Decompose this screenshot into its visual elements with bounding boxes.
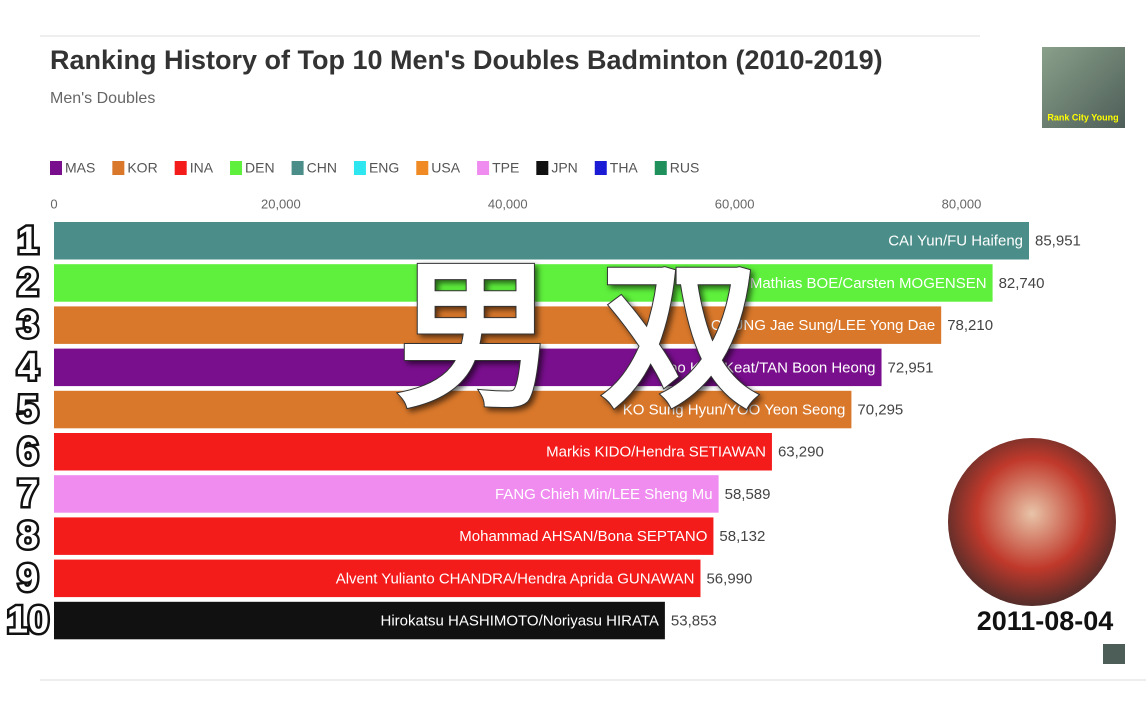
rank-label: 8 — [17, 515, 38, 557]
value-label: 56,990 — [706, 570, 752, 587]
legend-label: TPE — [492, 160, 519, 176]
legend-swatch — [654, 161, 667, 175]
icon — [1103, 644, 1125, 664]
rank-label: 2 — [17, 262, 38, 304]
logo — [1042, 47, 1125, 128]
x-tick-label: 60,000 — [715, 196, 755, 211]
bar — [54, 306, 942, 344]
rank-label: 9 — [17, 557, 38, 599]
rank-label: 7 — [17, 473, 38, 515]
x-tick-label: 40,000 — [488, 196, 528, 211]
bar — [54, 475, 719, 513]
chart-title: Ranking History of Top 10 Men's Doubles … — [50, 45, 883, 75]
overlay-text: 男 双 — [396, 247, 760, 426]
legend-label: ENG — [369, 160, 399, 176]
rank-label: 1 — [17, 220, 38, 262]
rank-label: 6 — [17, 431, 38, 473]
legend-swatch — [594, 161, 607, 175]
bar-label: Hirokatsu HASHIMOTO/Noriyasu HIRATA — [381, 613, 659, 630]
date-label: 2011-08-04 — [977, 606, 1114, 636]
legend-label: RUS — [670, 160, 700, 176]
bar — [54, 601, 665, 640]
legend-label: INA — [190, 160, 214, 176]
plot: MAS KOR INA DEN CHN ENG USA TPE JPN THA RUS 0 20,000… — [4, 160, 1081, 644]
legend-swatch — [416, 161, 429, 175]
bar — [54, 517, 714, 555]
bar-label: Mohammad AHSAN/Bona SEPTANO — [459, 528, 707, 545]
bar — [54, 433, 772, 471]
x-tick-label: 80,000 — [942, 196, 982, 211]
legend-swatch — [112, 161, 125, 175]
value-label: 70,295 — [857, 402, 903, 419]
legend-swatch — [230, 161, 243, 175]
photo — [948, 438, 1116, 606]
rank-label: 4 — [17, 346, 38, 388]
legend-label: DEN — [245, 160, 275, 176]
bar-label: Markis KIDO/Hendra SETIAWAN — [546, 444, 766, 461]
bar — [54, 264, 993, 302]
bar — [54, 390, 852, 429]
bar-label: Koo Kien Keat/TAN Boon Heong — [659, 359, 876, 376]
bar-label: CHUNG Jae Sung/LEE Yong Dae — [711, 317, 935, 334]
legend-swatch — [291, 161, 304, 175]
legend-swatch — [536, 161, 549, 175]
bar — [54, 222, 1029, 260]
value-label: 72,951 — [888, 359, 934, 376]
x-tick-label: 20,000 — [261, 196, 301, 211]
legend-swatch — [477, 161, 490, 175]
value-label: 58,589 — [725, 486, 771, 503]
value-label: 85,951 — [1035, 233, 1081, 250]
value-label: 82,740 — [999, 275, 1045, 292]
legend-swatch — [174, 161, 187, 175]
legend-label: CHN — [307, 160, 337, 176]
bar-label: Alvent Yulianto CHANDRA/Hendra Aprida GU… — [336, 570, 695, 587]
bar-label: CAI Yun/FU Haifeng — [888, 233, 1023, 250]
value-label: 53,853 — [671, 613, 717, 630]
rank-label: 3 — [17, 304, 38, 346]
bar — [54, 348, 882, 387]
bar-label: KO Sung Hyun/YOO Yeon Seong — [623, 402, 846, 419]
bar-label: Mathias BOE/Carsten MOGENSEN — [750, 275, 987, 292]
x-tick-label: 0 — [50, 196, 57, 211]
legend-label: USA — [431, 160, 460, 176]
bar-label: FANG Chieh Min/LEE Sheng Mu — [495, 486, 713, 503]
logo-text: Rank City Young — [1047, 112, 1118, 122]
bar — [54, 559, 701, 598]
rank-label: 10 — [7, 600, 49, 642]
legend-label: KOR — [127, 160, 157, 176]
legend-swatch — [353, 161, 366, 175]
legend-label: THA — [610, 160, 639, 176]
legend-label: MAS — [65, 160, 95, 176]
value-label: 78,210 — [947, 317, 993, 334]
value-label: 63,290 — [778, 444, 824, 461]
value-label: 58,132 — [719, 528, 765, 545]
legend-swatch — [50, 161, 62, 175]
legend-label: JPN — [551, 160, 577, 176]
chart-subtitle: Men's Doubles — [50, 90, 155, 107]
rank-label: 5 — [17, 389, 38, 431]
